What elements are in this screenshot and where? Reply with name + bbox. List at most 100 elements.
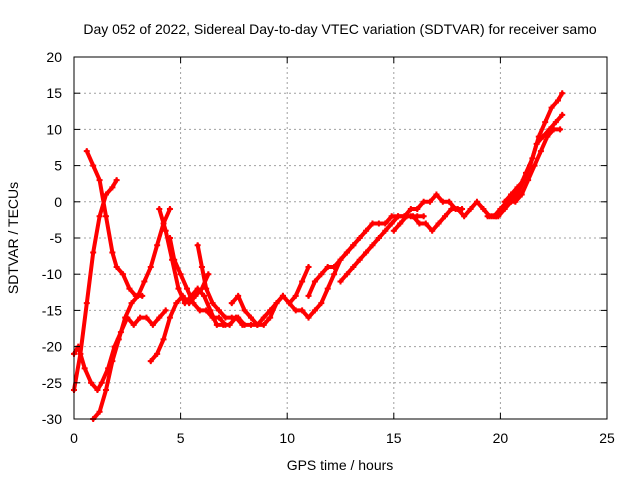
data-point	[128, 300, 135, 307]
data-point	[247, 314, 254, 321]
data-point	[311, 307, 318, 314]
tick-layer: 0 5 10 15 20 25 -30 -25 -20 -15 -10 -5 0 5 10 15 20	[42, 49, 615, 446]
data-point	[209, 314, 216, 321]
x-tick-label: 5	[177, 430, 185, 446]
x-tick-label: 10	[279, 430, 295, 446]
y-tick-label: -10	[42, 266, 62, 282]
data-point	[544, 133, 551, 140]
data-point	[109, 249, 116, 256]
series-2	[83, 148, 146, 299]
data-point	[190, 300, 197, 307]
data-point	[299, 278, 306, 285]
data-point	[198, 263, 205, 270]
data-point	[156, 314, 163, 321]
data-point	[83, 300, 90, 307]
y-tick-label: 15	[46, 85, 62, 101]
data-point	[235, 292, 242, 299]
series-layer	[71, 90, 566, 422]
series-9	[228, 242, 357, 328]
y-tick-label: -5	[50, 230, 63, 246]
data-point	[512, 198, 519, 205]
data-point	[113, 177, 120, 184]
data-point	[130, 321, 137, 328]
x-tick-label: 20	[493, 430, 509, 446]
data-point	[292, 307, 299, 314]
data-point	[122, 314, 129, 321]
data-point	[407, 206, 414, 213]
data-point	[356, 256, 363, 263]
data-point	[337, 256, 344, 263]
data-point	[137, 314, 144, 321]
data-point	[429, 227, 436, 234]
data-point	[228, 314, 235, 321]
data-point	[222, 321, 229, 328]
series-line	[485, 91, 565, 219]
data-point	[149, 321, 156, 328]
data-point	[552, 119, 559, 126]
data-point	[201, 292, 208, 299]
data-point	[337, 278, 344, 285]
series-line	[84, 149, 145, 298]
data-point	[305, 314, 312, 321]
series-line	[167, 236, 228, 327]
data-point	[279, 292, 286, 299]
data-point	[369, 242, 376, 249]
data-point	[205, 271, 212, 278]
data-point	[318, 271, 325, 278]
y-tick-label: 10	[46, 121, 62, 137]
data-point	[134, 292, 141, 299]
data-point	[518, 191, 525, 198]
data-point	[324, 263, 331, 270]
data-point	[311, 278, 318, 285]
data-point	[350, 263, 357, 270]
data-point	[147, 358, 154, 365]
data-point	[382, 220, 389, 227]
data-point	[179, 292, 186, 299]
data-point	[403, 213, 410, 220]
x-axis-label: GPS time / hours	[287, 457, 394, 473]
data-point	[173, 300, 180, 307]
y-tick-label: 5	[54, 158, 62, 174]
data-point	[343, 271, 350, 278]
series-line	[338, 192, 464, 284]
data-point	[292, 292, 299, 299]
series-13	[484, 90, 566, 220]
data-point	[166, 235, 173, 241]
data-point	[441, 213, 448, 220]
data-point	[382, 227, 389, 234]
data-point	[154, 242, 161, 249]
series-line	[72, 178, 119, 392]
data-point	[388, 220, 395, 227]
y-tick-label: -30	[42, 411, 62, 427]
data-point	[96, 177, 103, 184]
data-point	[235, 314, 242, 321]
data-point	[390, 227, 397, 234]
data-point	[273, 300, 280, 307]
data-point	[480, 206, 487, 213]
y-axis-label: SDTVAR / TECUs	[5, 182, 21, 294]
data-point	[156, 206, 163, 213]
data-point	[177, 271, 184, 278]
y-tick-label: 20	[46, 49, 62, 65]
grid	[74, 57, 607, 419]
data-point	[305, 292, 312, 299]
data-point	[508, 191, 515, 198]
data-point	[260, 321, 267, 328]
data-point	[427, 198, 434, 205]
data-point	[154, 350, 161, 357]
data-point	[166, 206, 173, 213]
data-point	[520, 177, 527, 184]
series-line	[148, 272, 211, 364]
series-7	[166, 235, 229, 328]
data-point	[433, 191, 440, 198]
data-point	[98, 379, 105, 386]
data-point	[196, 307, 203, 314]
data-point	[350, 242, 357, 249]
data-point	[493, 213, 500, 220]
data-point	[369, 220, 376, 227]
data-point	[113, 263, 120, 270]
data-point	[397, 220, 404, 227]
data-point	[141, 278, 148, 285]
data-point	[473, 198, 480, 205]
series-line	[229, 243, 356, 327]
